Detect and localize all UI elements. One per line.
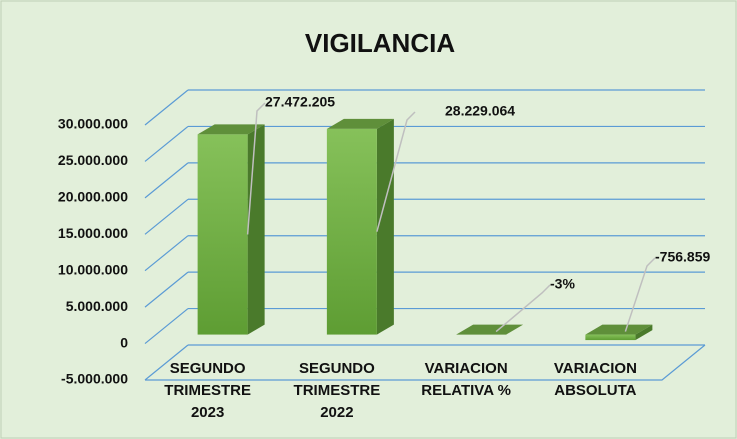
- y-tick-label: 0: [120, 334, 128, 350]
- leader-line: [624, 257, 656, 332]
- data-label: -3%: [550, 276, 575, 292]
- x-tick-label: SEGUNDO TRIMESTRE 2022: [293, 360, 381, 421]
- leader-line: [495, 284, 551, 333]
- grid-line-side: [144, 344, 189, 381]
- leader-line: [246, 102, 266, 235]
- y-tick-label: 5.000.000: [66, 298, 128, 314]
- y-tick-label: 20.000.000: [58, 189, 128, 205]
- grid-line-side: [144, 125, 189, 162]
- bar-side: [376, 118, 394, 335]
- bar: [197, 134, 248, 335]
- bar-top: [585, 324, 653, 335]
- y-tick-label: 10.000.000: [58, 261, 128, 277]
- chart-title: VIGILANCIA: [305, 28, 455, 58]
- grid-line-side: [144, 89, 189, 126]
- bar: [326, 128, 377, 335]
- grid-line-side: [144, 308, 189, 345]
- bar-top: [197, 124, 265, 135]
- x-tick-label: VARIACION ABSOLUTA: [553, 360, 637, 399]
- leader-line: [376, 111, 416, 232]
- grid-line-side: [144, 271, 189, 308]
- y-tick-label: 15.000.000: [58, 225, 128, 241]
- bar-top: [456, 324, 524, 335]
- grid-line-side: [144, 162, 189, 199]
- bar: [585, 334, 636, 341]
- floor-edge: [145, 344, 706, 381]
- y-tick-label: -5.000.000: [61, 371, 128, 387]
- bar-side: [247, 124, 265, 335]
- bar-top: [326, 118, 394, 129]
- bar-side: [635, 324, 653, 341]
- x-tick-label: VARIACION RELATIVA %: [421, 360, 511, 399]
- grid-line-side: [144, 198, 189, 235]
- y-tick-label: 30.000.000: [58, 116, 128, 132]
- data-label: -756.859: [655, 249, 710, 265]
- y-tick-label: 25.000.000: [58, 152, 128, 168]
- x-tick-label: SEGUNDO TRIMESTRE 2023: [164, 360, 251, 421]
- grid-line-side: [144, 235, 189, 272]
- data-label: 27.472.205: [265, 94, 335, 110]
- data-label: 28.229.064: [445, 103, 515, 119]
